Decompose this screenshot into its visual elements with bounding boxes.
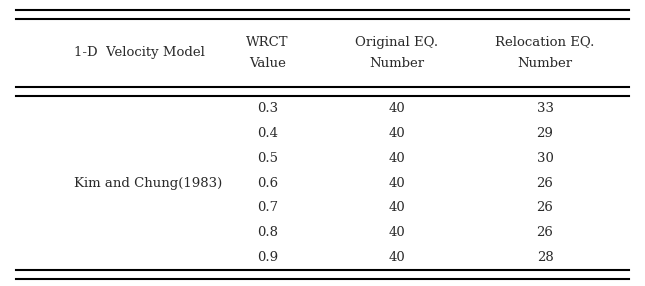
Text: 0.4: 0.4 xyxy=(257,127,278,140)
Text: 40: 40 xyxy=(388,102,405,115)
Text: 0.8: 0.8 xyxy=(257,227,278,239)
Text: 26: 26 xyxy=(537,227,553,239)
Text: 0.6: 0.6 xyxy=(257,176,278,190)
Text: Number: Number xyxy=(369,57,424,70)
Text: 28: 28 xyxy=(537,251,553,264)
Text: 0.3: 0.3 xyxy=(257,102,278,115)
Text: Number: Number xyxy=(517,57,573,70)
Text: 26: 26 xyxy=(537,201,553,214)
Text: 40: 40 xyxy=(388,127,405,140)
Text: 40: 40 xyxy=(388,152,405,165)
Text: 0.9: 0.9 xyxy=(257,251,278,264)
Text: 30: 30 xyxy=(537,152,553,165)
Text: 0.5: 0.5 xyxy=(257,152,278,165)
Text: Kim and Chung(1983): Kim and Chung(1983) xyxy=(74,176,223,190)
Text: 40: 40 xyxy=(388,251,405,264)
Text: 33: 33 xyxy=(537,102,553,115)
Text: Value: Value xyxy=(249,57,286,70)
Text: 40: 40 xyxy=(388,227,405,239)
Text: 0.7: 0.7 xyxy=(257,201,278,214)
Text: 29: 29 xyxy=(537,127,553,140)
Text: 40: 40 xyxy=(388,201,405,214)
Text: Relocation EQ.: Relocation EQ. xyxy=(495,35,595,49)
Text: Original EQ.: Original EQ. xyxy=(355,35,438,49)
Text: WRCT: WRCT xyxy=(246,35,289,49)
Text: 1-D  Velocity Model: 1-D Velocity Model xyxy=(74,46,205,59)
Text: 26: 26 xyxy=(537,176,553,190)
Text: 40: 40 xyxy=(388,176,405,190)
